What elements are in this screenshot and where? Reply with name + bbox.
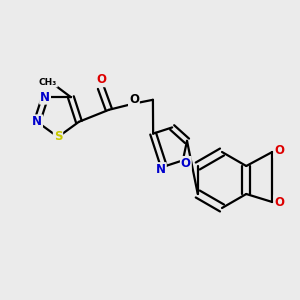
Text: O: O xyxy=(274,145,284,158)
Text: N: N xyxy=(32,115,42,128)
Text: O: O xyxy=(96,73,106,86)
Text: CH₃: CH₃ xyxy=(39,78,57,87)
Text: O: O xyxy=(181,157,191,170)
Text: S: S xyxy=(54,130,62,143)
Text: N: N xyxy=(40,91,50,104)
Text: O: O xyxy=(129,93,139,106)
Text: N: N xyxy=(156,163,166,176)
Text: O: O xyxy=(274,196,284,208)
